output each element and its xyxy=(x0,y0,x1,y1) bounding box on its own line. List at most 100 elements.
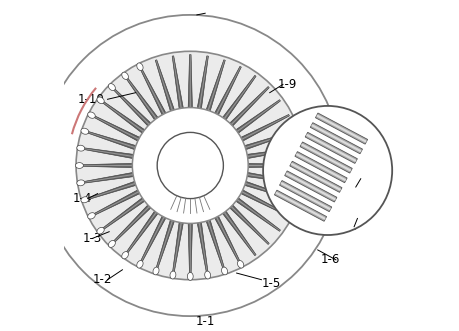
Polygon shape xyxy=(172,56,186,128)
Polygon shape xyxy=(124,75,168,135)
Polygon shape xyxy=(216,192,269,244)
Polygon shape xyxy=(111,191,165,245)
Polygon shape xyxy=(91,180,157,216)
Polygon shape xyxy=(219,186,280,231)
Ellipse shape xyxy=(88,213,95,219)
Polygon shape xyxy=(139,66,175,133)
Ellipse shape xyxy=(221,267,227,275)
Polygon shape xyxy=(304,132,357,164)
Polygon shape xyxy=(227,171,299,183)
Polygon shape xyxy=(80,147,153,162)
Polygon shape xyxy=(124,195,170,256)
Polygon shape xyxy=(227,169,299,184)
Polygon shape xyxy=(215,191,269,245)
Polygon shape xyxy=(224,182,289,216)
Text: 1-6: 1-6 xyxy=(320,253,340,266)
Ellipse shape xyxy=(81,128,89,134)
Polygon shape xyxy=(187,55,192,127)
Polygon shape xyxy=(199,60,225,130)
Polygon shape xyxy=(224,115,289,149)
Polygon shape xyxy=(207,67,241,132)
Ellipse shape xyxy=(88,112,95,118)
Polygon shape xyxy=(172,203,186,275)
Polygon shape xyxy=(290,163,341,191)
Ellipse shape xyxy=(136,260,143,268)
Ellipse shape xyxy=(237,260,243,268)
Polygon shape xyxy=(300,143,351,172)
Ellipse shape xyxy=(136,63,143,71)
Polygon shape xyxy=(79,165,152,166)
Polygon shape xyxy=(216,87,269,139)
Text: 1-8: 1-8 xyxy=(343,180,363,194)
Polygon shape xyxy=(100,186,161,231)
Polygon shape xyxy=(91,182,157,216)
Polygon shape xyxy=(140,67,173,132)
Polygon shape xyxy=(139,198,175,265)
Text: 1-1: 1-1 xyxy=(195,315,214,328)
Polygon shape xyxy=(220,187,280,231)
Polygon shape xyxy=(201,60,224,129)
Ellipse shape xyxy=(122,72,128,79)
Polygon shape xyxy=(225,175,295,201)
Polygon shape xyxy=(189,55,190,127)
Polygon shape xyxy=(284,171,336,202)
Ellipse shape xyxy=(75,163,83,168)
Polygon shape xyxy=(205,66,241,133)
Polygon shape xyxy=(215,86,269,140)
Polygon shape xyxy=(294,152,347,183)
Polygon shape xyxy=(315,113,367,144)
Polygon shape xyxy=(140,199,173,264)
Polygon shape xyxy=(187,204,192,276)
Polygon shape xyxy=(84,131,154,154)
Polygon shape xyxy=(210,195,256,256)
Polygon shape xyxy=(212,196,255,256)
Polygon shape xyxy=(279,180,331,212)
Polygon shape xyxy=(212,75,255,135)
Text: 1-7: 1-7 xyxy=(340,220,359,233)
Polygon shape xyxy=(315,115,366,143)
Polygon shape xyxy=(111,86,165,140)
Polygon shape xyxy=(228,163,301,168)
Circle shape xyxy=(132,108,248,223)
Polygon shape xyxy=(310,123,362,154)
Circle shape xyxy=(263,106,392,235)
Text: 1-5: 1-5 xyxy=(261,276,280,290)
Polygon shape xyxy=(199,201,225,271)
Ellipse shape xyxy=(122,252,128,259)
Ellipse shape xyxy=(81,197,89,203)
Ellipse shape xyxy=(187,272,193,280)
Polygon shape xyxy=(79,163,152,168)
Polygon shape xyxy=(207,199,241,264)
Polygon shape xyxy=(156,60,179,129)
Ellipse shape xyxy=(108,84,115,91)
Ellipse shape xyxy=(77,180,84,186)
Polygon shape xyxy=(228,165,301,166)
Polygon shape xyxy=(195,56,207,128)
Polygon shape xyxy=(112,192,163,244)
Polygon shape xyxy=(205,198,241,265)
Circle shape xyxy=(76,51,304,280)
Polygon shape xyxy=(295,153,346,181)
Polygon shape xyxy=(84,177,154,200)
Ellipse shape xyxy=(97,97,104,104)
Polygon shape xyxy=(193,203,208,275)
Polygon shape xyxy=(223,115,289,151)
Circle shape xyxy=(157,132,223,199)
Polygon shape xyxy=(226,177,295,200)
Polygon shape xyxy=(285,172,336,201)
Polygon shape xyxy=(156,202,179,271)
Polygon shape xyxy=(223,180,289,216)
Polygon shape xyxy=(227,148,299,160)
Polygon shape xyxy=(280,182,330,210)
Ellipse shape xyxy=(204,271,210,279)
Polygon shape xyxy=(274,192,325,220)
Polygon shape xyxy=(189,204,190,276)
Polygon shape xyxy=(195,203,207,275)
Polygon shape xyxy=(80,169,153,184)
Text: 1-3: 1-3 xyxy=(83,232,102,245)
Polygon shape xyxy=(219,100,280,145)
Text: 1-10: 1-10 xyxy=(78,93,104,106)
Polygon shape xyxy=(172,56,185,128)
Polygon shape xyxy=(100,100,160,144)
Polygon shape xyxy=(155,60,181,130)
